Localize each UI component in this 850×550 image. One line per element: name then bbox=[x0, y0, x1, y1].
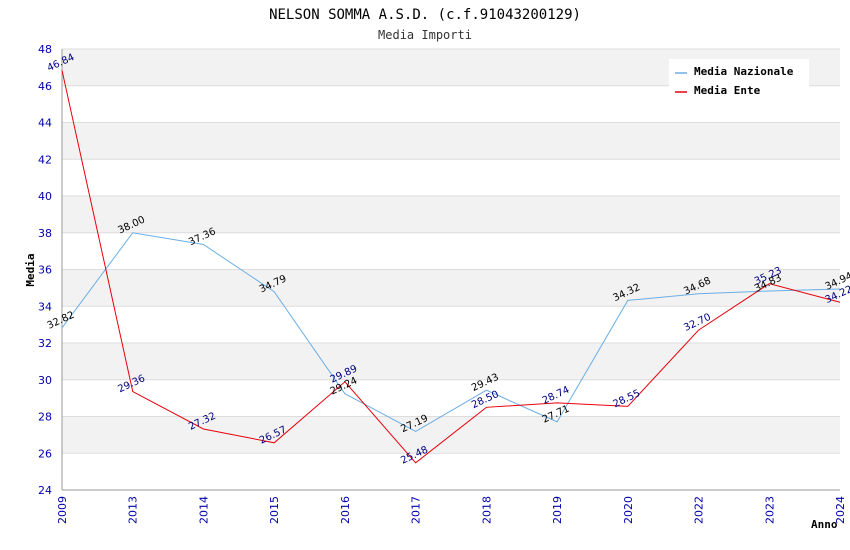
axes bbox=[61, 49, 840, 491]
y-tick-label: 40 bbox=[38, 190, 52, 203]
x-tick-label: 2015 bbox=[268, 496, 281, 524]
x-tick-label: 2020 bbox=[622, 496, 635, 524]
series-line-media-ente bbox=[61, 70, 841, 464]
y-tick-label: 24 bbox=[38, 484, 52, 497]
y-tick-label: 42 bbox=[38, 153, 52, 166]
chart-title: NELSON SOMMA A.S.D. (c.f.91043200129) bbox=[269, 7, 581, 23]
x-tick-label: 2009 bbox=[56, 496, 69, 524]
x-tick-label: 2013 bbox=[127, 496, 140, 524]
y-tick-label: 30 bbox=[38, 374, 52, 387]
x-axis-ticks: 2009 2013 2014 2015 2016 2017 2018 2019 2020 2022… bbox=[56, 496, 847, 524]
legend: Media Nazionale Media Ente bbox=[669, 59, 809, 101]
x-tick-label: 2014 bbox=[197, 496, 210, 524]
y-tick-label: 28 bbox=[38, 411, 52, 424]
x-tick-label: 2023 bbox=[763, 496, 776, 524]
grid-band bbox=[62, 122, 840, 160]
x-tick-label: 2017 bbox=[410, 496, 423, 524]
y-tick-label: 26 bbox=[38, 447, 52, 460]
y-tick-label: 48 bbox=[38, 43, 52, 56]
chart-subtitle: Media Importi bbox=[378, 28, 472, 42]
x-tick-label: 2019 bbox=[551, 496, 564, 524]
y-tick-label: 38 bbox=[38, 227, 52, 240]
grid-band bbox=[62, 343, 840, 380]
y-axis-label: Media bbox=[24, 253, 37, 286]
grid-band bbox=[62, 269, 840, 307]
legend-label-media-ente: Media Ente bbox=[694, 84, 761, 97]
y-tick-label: 36 bbox=[38, 264, 52, 277]
y-tick-label: 32 bbox=[38, 337, 52, 350]
series-line-media-nazionale bbox=[61, 232, 841, 432]
y-tick-label: 46 bbox=[38, 80, 52, 93]
grid-band bbox=[62, 196, 840, 233]
x-tick-label: 2016 bbox=[339, 496, 352, 524]
grid-bands bbox=[62, 49, 840, 454]
data-label: 28.55 bbox=[611, 388, 642, 410]
x-tick-label: 2022 bbox=[693, 496, 706, 524]
x-tick-label: 2024 bbox=[834, 496, 847, 524]
y-tick-label: 44 bbox=[38, 117, 52, 130]
x-tick-label: 2018 bbox=[480, 496, 493, 524]
series-lines bbox=[61, 70, 841, 464]
legend-label-media-nazionale: Media Nazionale bbox=[694, 65, 794, 78]
gridlines bbox=[62, 48, 840, 491]
legend-box bbox=[669, 59, 809, 101]
y-tick-label: 34 bbox=[38, 300, 52, 313]
data-labels: 32.8238.0037.3634.7929.2427.1929.4327.71… bbox=[46, 52, 850, 467]
y-axis-ticks: 24 26 28 30 32 34 36 38 40 42 44 46 48 bbox=[38, 43, 52, 497]
x-axis-label: Anno bbox=[811, 518, 838, 531]
